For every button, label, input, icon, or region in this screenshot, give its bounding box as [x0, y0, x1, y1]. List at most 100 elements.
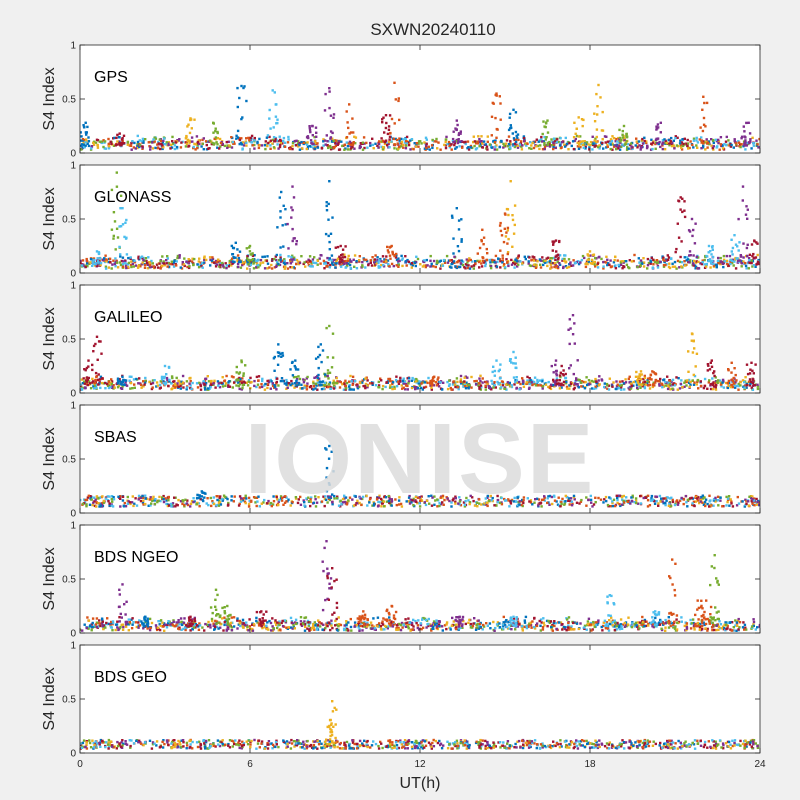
- data-point: [603, 498, 606, 501]
- data-point: [380, 260, 383, 263]
- data-point: [274, 115, 278, 118]
- data-point: [751, 369, 754, 372]
- data-point: [742, 242, 745, 245]
- data-point: [285, 383, 288, 386]
- data-point: [711, 259, 714, 262]
- data-point: [516, 496, 519, 499]
- data-point: [544, 261, 547, 264]
- data-point: [746, 217, 749, 220]
- data-point: [387, 142, 390, 146]
- data-point: [452, 141, 455, 144]
- data-point: [112, 259, 115, 262]
- data-point: [516, 136, 519, 140]
- data-point: [564, 136, 567, 140]
- data-point: [589, 254, 592, 257]
- data-point: [251, 144, 254, 147]
- data-point: [187, 258, 190, 261]
- data-point: [358, 260, 361, 263]
- data-point: [115, 227, 119, 230]
- data-point: [193, 118, 196, 121]
- data-point: [143, 263, 147, 267]
- data-point: [241, 147, 244, 150]
- data-point: [642, 257, 645, 260]
- data-point: [671, 142, 674, 145]
- data-point: [686, 505, 689, 508]
- data-point: [275, 139, 279, 142]
- data-point: [126, 502, 129, 505]
- data-point: [181, 374, 185, 378]
- data-point: [164, 381, 168, 384]
- data-point: [520, 145, 523, 148]
- data-point: [641, 262, 644, 265]
- data-point: [743, 130, 746, 133]
- data-point: [222, 265, 225, 268]
- data-point: [346, 257, 350, 260]
- data-point: [289, 262, 293, 265]
- data-point: [96, 257, 99, 260]
- data-point: [331, 137, 334, 140]
- data-point: [722, 254, 726, 258]
- data-point: [679, 196, 682, 199]
- data-point: [379, 257, 382, 261]
- data-point: [89, 387, 93, 390]
- data-point: [456, 123, 459, 127]
- data-point: [522, 499, 525, 502]
- data-point: [80, 148, 83, 151]
- data-point: [477, 135, 480, 138]
- data-point: [300, 383, 303, 386]
- data-point: [216, 130, 219, 134]
- data-point: [258, 264, 262, 267]
- data-point: [666, 254, 669, 257]
- data-point: [453, 255, 456, 258]
- data-point: [521, 377, 524, 380]
- data-point: [181, 261, 184, 264]
- data-point: [127, 261, 131, 265]
- data-point: [589, 262, 593, 265]
- data-point: [331, 356, 335, 359]
- data-point: [567, 328, 570, 331]
- data-point: [577, 386, 580, 389]
- data-point: [129, 144, 133, 147]
- data-point: [287, 382, 290, 385]
- data-point: [343, 255, 347, 259]
- data-point: [302, 141, 306, 144]
- data-point: [201, 142, 204, 146]
- data-point: [308, 125, 311, 128]
- data-point: [218, 259, 221, 263]
- data-point: [371, 137, 374, 140]
- data-point: [192, 263, 195, 266]
- data-point: [127, 143, 130, 146]
- data-point: [377, 141, 380, 145]
- data-point: [348, 258, 352, 261]
- data-point: [571, 502, 574, 505]
- data-point: [709, 361, 712, 364]
- data-point: [542, 120, 545, 123]
- data-point: [348, 103, 351, 106]
- data-point: [144, 379, 147, 383]
- data-point: [167, 499, 170, 502]
- data-point: [602, 147, 605, 150]
- data-point: [193, 257, 196, 261]
- data-point: [576, 141, 579, 145]
- data-point: [99, 386, 102, 390]
- data-point: [493, 381, 496, 384]
- data-point: [582, 143, 586, 146]
- data-point: [410, 386, 414, 390]
- data-point: [472, 499, 475, 503]
- data-point: [268, 117, 271, 120]
- data-point: [564, 144, 568, 147]
- data-point: [175, 376, 178, 380]
- data-point: [276, 377, 279, 380]
- data-point: [507, 264, 510, 268]
- data-point: [714, 388, 718, 391]
- data-point: [241, 499, 245, 502]
- data-point: [258, 137, 261, 141]
- data-point: [286, 222, 289, 226]
- data-point: [290, 383, 294, 387]
- data-point: [479, 142, 482, 145]
- data-point: [558, 374, 562, 377]
- data-point: [121, 385, 124, 388]
- data-point: [351, 117, 354, 120]
- data-point: [440, 388, 444, 391]
- data-point: [314, 495, 317, 498]
